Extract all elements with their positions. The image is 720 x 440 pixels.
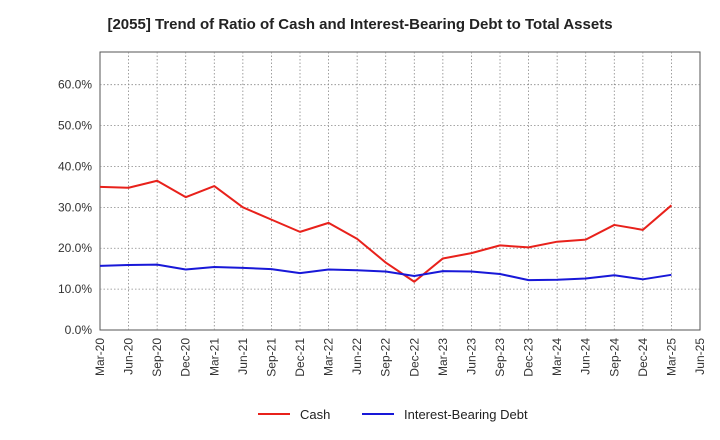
- x-tick-label: Jun-25: [693, 338, 707, 375]
- plot-area: [99, 51, 701, 331]
- y-tick-label: 20.0%: [58, 241, 92, 255]
- chart-title: [2055] Trend of Ratio of Cash and Intere…: [107, 16, 613, 33]
- x-tick-label: Mar-22: [322, 338, 336, 376]
- x-tick-label: Mar-20: [93, 338, 107, 376]
- y-tick-label: 0.0%: [65, 323, 93, 337]
- series-line-interest-bearing-debt: [99, 263, 672, 282]
- y-axis-tick-labels: 0.0% 10.0% 20.0% 30.0% 40.0% 50.0% 60.0%: [58, 78, 92, 337]
- legend-label: Cash: [300, 407, 330, 422]
- y-tick-label: 50.0%: [58, 119, 92, 133]
- y-tick-label: 30.0%: [58, 200, 92, 214]
- y-tick-label: 40.0%: [58, 159, 92, 173]
- x-tick-label: Mar-23: [436, 338, 450, 376]
- x-tick-label: Sep-21: [264, 338, 278, 377]
- x-tick-label: Jun-22: [350, 338, 364, 375]
- x-tick-label: Jun-23: [464, 338, 478, 375]
- x-tick-label: Jun-21: [236, 338, 250, 375]
- legend: Cash Interest-Bearing Debt: [258, 407, 528, 422]
- y-tick-label: 10.0%: [58, 282, 92, 296]
- x-tick-label: Jun-24: [579, 338, 593, 375]
- series-lines: [99, 179, 673, 283]
- x-tick-label: Mar-25: [664, 338, 678, 376]
- x-tick-label: Mar-21: [207, 338, 221, 376]
- y-tick-label: 60.0%: [58, 78, 92, 92]
- x-tick-label: Dec-20: [179, 338, 193, 377]
- x-tick-label: Dec-23: [522, 338, 536, 377]
- x-tick-label: Jun-20: [122, 338, 136, 375]
- vertical-gridlines: [128, 52, 672, 330]
- x-tick-label: Sep-23: [493, 338, 507, 377]
- x-tick-label: Sep-22: [379, 338, 393, 377]
- x-tick-label: Mar-24: [550, 338, 564, 376]
- x-axis-tick-labels: Mar-20 Jun-20 Sep-20 Dec-20 Mar-21 Jun-21 Sep-…: [93, 338, 707, 377]
- x-tick-label: Sep-24: [607, 338, 621, 377]
- x-tick-label: Dec-21: [293, 338, 307, 377]
- x-tick-label: Sep-20: [150, 338, 164, 377]
- x-tick-label: Dec-24: [636, 338, 650, 377]
- legend-label: Interest-Bearing Debt: [404, 407, 528, 422]
- x-tick-label: Dec-22: [407, 338, 421, 377]
- series-line-cash: [99, 179, 673, 283]
